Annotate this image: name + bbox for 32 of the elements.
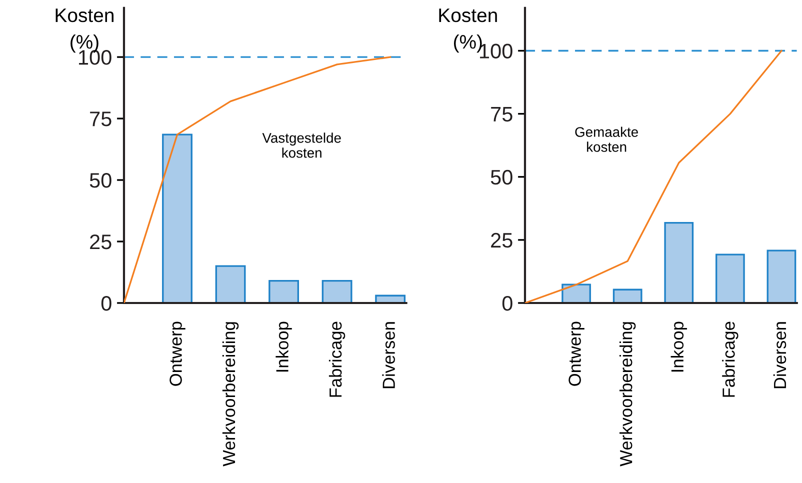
x-tick-label: Ontwerp (568, 322, 584, 386)
annotation: Gemaakte kosten (575, 126, 638, 152)
y-tick-label: 50 (90, 173, 112, 188)
bar (766, 250, 796, 303)
x-tick-label: Werkvoorbereiding (222, 322, 239, 466)
y-tick-label: 50 (490, 170, 512, 185)
y-tick-label: 75 (491, 107, 512, 122)
x-tick-label: Werkvoorbereiding (619, 322, 636, 466)
x-tick-label: Fabricage (328, 322, 346, 397)
bar (162, 134, 192, 303)
bar (322, 280, 352, 303)
x-tick-label: Diversen (773, 322, 786, 388)
y-tick-label: 75 (90, 112, 112, 126)
bar (268, 280, 299, 303)
line-series (524, 50, 782, 303)
line-series (124, 56, 392, 303)
x-tick-label: Inkoop (670, 322, 687, 372)
bar (215, 265, 246, 303)
x-tick-label: Fabricage (722, 322, 738, 397)
x-tick-label: Inkoop (276, 322, 292, 372)
annotation: Vastgestelde kosten (262, 132, 341, 158)
bar (715, 254, 745, 303)
y-tick-label: 100 (480, 44, 512, 59)
y-tick-label: 25 (491, 232, 512, 248)
y-tick-label: 0 (502, 296, 512, 311)
bar (664, 222, 694, 303)
y-tick-label: 0 (101, 296, 112, 311)
bar (612, 288, 642, 303)
x-tick-label: Diversen (382, 322, 395, 388)
x-tick-label: Ontwerp (170, 322, 186, 386)
y-tick-label: 25 (90, 234, 112, 250)
bar (562, 284, 591, 303)
